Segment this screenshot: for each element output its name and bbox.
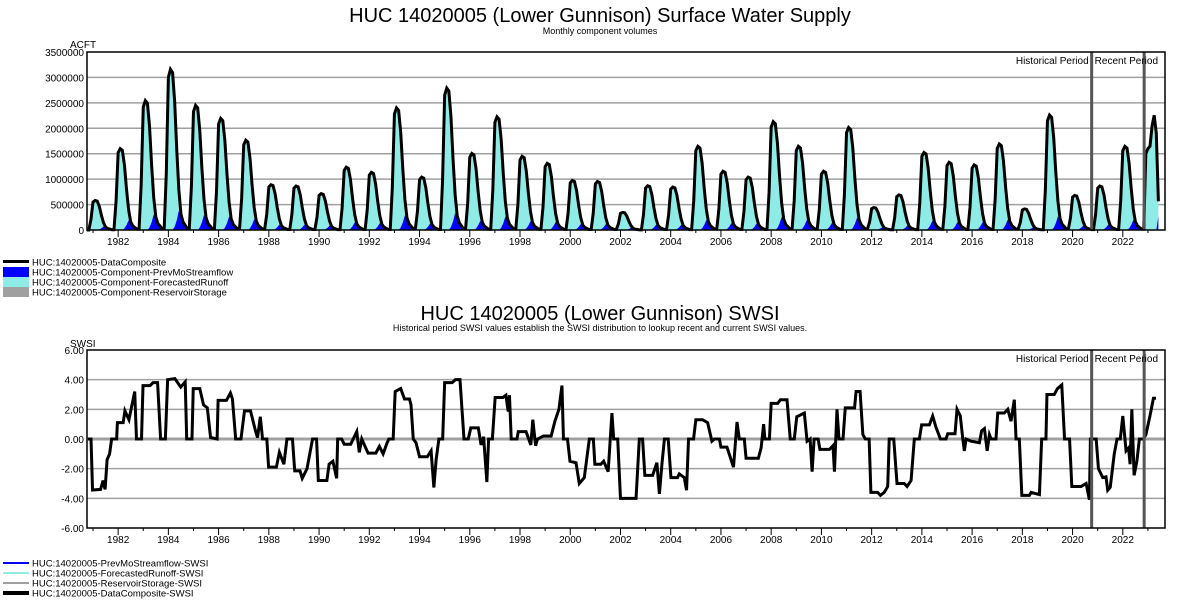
legend-item-label: HUC:14020005-Component-ForecastedRunoff — [32, 278, 229, 289]
bottom-x-tick-label: 2016 — [961, 535, 984, 546]
bottom-x-tick-label: 2022 — [1112, 535, 1135, 546]
top-x-tick-label: 2006 — [710, 237, 733, 248]
top-y-tick-label: 2000000 — [45, 124, 84, 135]
legend-item-label: HUC:14020005-Component-ReservoirStorage — [32, 288, 227, 299]
bottom-plot-border — [86, 349, 1166, 529]
bottom-x-tick-label: 2008 — [760, 535, 783, 546]
bottom-legend: HUC:14020005-PrevMoStreamflow-SWSIHUC:14… — [3, 559, 208, 600]
bottom-x-tick-label: 2020 — [1061, 535, 1084, 546]
data-composite-line — [86, 65, 1160, 232]
bottom-y-tick-label: 2.00 — [65, 405, 85, 416]
bottom-x-tick-label: 1994 — [408, 535, 431, 546]
top-x-tick-label: 2020 — [1061, 237, 1084, 248]
bottom-chart-subtitle: Historical period SWSI values establish … — [393, 323, 807, 333]
bottom-y-axis-label: SWSI — [70, 339, 96, 350]
legend-item-label: HUC:14020005-DataComposite-SWSI — [32, 589, 194, 600]
top-x-tick-label: 2014 — [911, 237, 934, 248]
top-y-tick-label: 0 — [78, 226, 84, 237]
bottom-y-tick-label: -2.00 — [61, 465, 84, 476]
bottom-y-tick-label: -4.00 — [61, 494, 84, 505]
bottom-y-tick-label: 6.00 — [65, 346, 85, 357]
top-x-tick-label: 2022 — [1112, 237, 1135, 248]
top-x-tick-label: 1988 — [258, 237, 281, 248]
bottom-x-tick-label: 2018 — [1011, 535, 1034, 546]
top-y-tick-label: 1500000 — [45, 150, 84, 161]
top-x-tick-label: 2004 — [660, 237, 683, 248]
top-x-tick-label: 1994 — [408, 237, 431, 248]
top-x-tick-label: 1992 — [358, 237, 381, 248]
top-y-tick-label: 1000000 — [45, 175, 84, 186]
legend-item-label: HUC:14020005-Component-PrevMoStreamflow — [32, 268, 233, 279]
bottom-x-tick-label: 1988 — [258, 535, 281, 546]
top-x-tick-label: 1990 — [308, 237, 331, 248]
bottom-x-tick-label: 1982 — [107, 535, 130, 546]
top-x-tick-label: 1998 — [509, 237, 532, 248]
top-x-tick-label: 2012 — [861, 237, 884, 248]
top-x-tick-label: 2018 — [1011, 237, 1034, 248]
top-x-tick-label: 2000 — [559, 237, 582, 248]
bottom-x-tick-label: 2012 — [861, 535, 884, 546]
top-y-tick-label: 3500000 — [45, 48, 84, 59]
bottom-x-tick-label: 2004 — [660, 535, 683, 546]
top-recent-period-label: Recent Period — [1095, 56, 1158, 67]
top-legend: HUC:14020005-DataCompositeHUC:14020005-C… — [3, 258, 233, 299]
top-plot-area: 0 500000 1000000 1500000 2000000 2500000 30000… — [45, 48, 1166, 248]
bottom-recent-period-label: Recent Period — [1095, 354, 1158, 365]
bottom-y-tick-label: 4.00 — [65, 376, 85, 387]
top-chart-title: HUC 14020005 (Lower Gunnison) Surface Wa… — [349, 5, 851, 27]
legend-item-label: HUC:14020005-DataComposite — [32, 258, 166, 269]
bottom-x-tick-label: 2006 — [710, 535, 733, 546]
top-x-tick-label: 1982 — [107, 237, 130, 248]
forecasted-runoff-area — [86, 69, 1159, 230]
top-y-tick-label: 2500000 — [45, 99, 84, 110]
top-y-tick-label: 3000000 — [45, 73, 84, 84]
bottom-x-tick-label: 2010 — [810, 535, 833, 546]
legend-swatch-line — [3, 260, 29, 263]
legend-swatch-fill — [3, 287, 29, 297]
bottom-x-tick-label: 1996 — [459, 535, 482, 546]
legend-item-label: HUC:14020005-ReservoirStorage-SWSI — [32, 579, 202, 590]
bottom-x-tick-label: 2000 — [559, 535, 582, 546]
legend-swatch-fill — [3, 277, 29, 287]
bottom-x-tick-label: 1990 — [308, 535, 331, 546]
top-x-tick-label: 2016 — [961, 237, 984, 248]
top-x-tick-label: 2002 — [609, 237, 632, 248]
top-x-tick-label: 1986 — [207, 237, 230, 248]
top-chart-subtitle: Monthly component volumes — [543, 26, 658, 36]
bottom-x-tick-label: 1998 — [509, 535, 532, 546]
bottom-chart-title: HUC 14020005 (Lower Gunnison) SWSI — [420, 303, 779, 325]
top-x-tick-label: 1984 — [157, 237, 180, 248]
bottom-x-tick-label: 2014 — [911, 535, 934, 546]
bottom-x-tick-label: 1992 — [358, 535, 381, 546]
legend-item-label: HUC:14020005-ForecastedRunoff-SWSI — [32, 569, 203, 580]
top-y-axis-label: ACFT — [70, 40, 96, 51]
bottom-y-tick-label: -6.00 — [61, 524, 84, 535]
top-x-tick-label: 1996 — [459, 237, 482, 248]
legend-swatch-fill — [3, 267, 29, 277]
legend-item-label: HUC:14020005-PrevMoStreamflow-SWSI — [32, 559, 208, 570]
data-composite-swsi-line — [88, 377, 1156, 501]
bottom-historical-period-label: Historical Period — [1016, 354, 1089, 365]
bottom-y-tick-label: 0.00 — [65, 435, 85, 446]
top-x-tick-label: 2010 — [810, 237, 833, 248]
bottom-x-tick-label: 1984 — [157, 535, 180, 546]
bottom-x-tick-label: 1986 — [207, 535, 230, 546]
top-plot-border — [86, 51, 1166, 231]
top-x-tick-label: 2008 — [760, 237, 783, 248]
top-historical-period-label: Historical Period — [1016, 56, 1089, 67]
top-y-tick-label: 500000 — [51, 201, 85, 212]
prev-mo-streamflow-area — [86, 210, 1159, 230]
bottom-x-tick-label: 2002 — [609, 535, 632, 546]
bottom-plot-area: -6.00 -4.00 -2.00 0.00 2.00 4.00 6.00 1982 1984 1… — [61, 346, 1166, 546]
